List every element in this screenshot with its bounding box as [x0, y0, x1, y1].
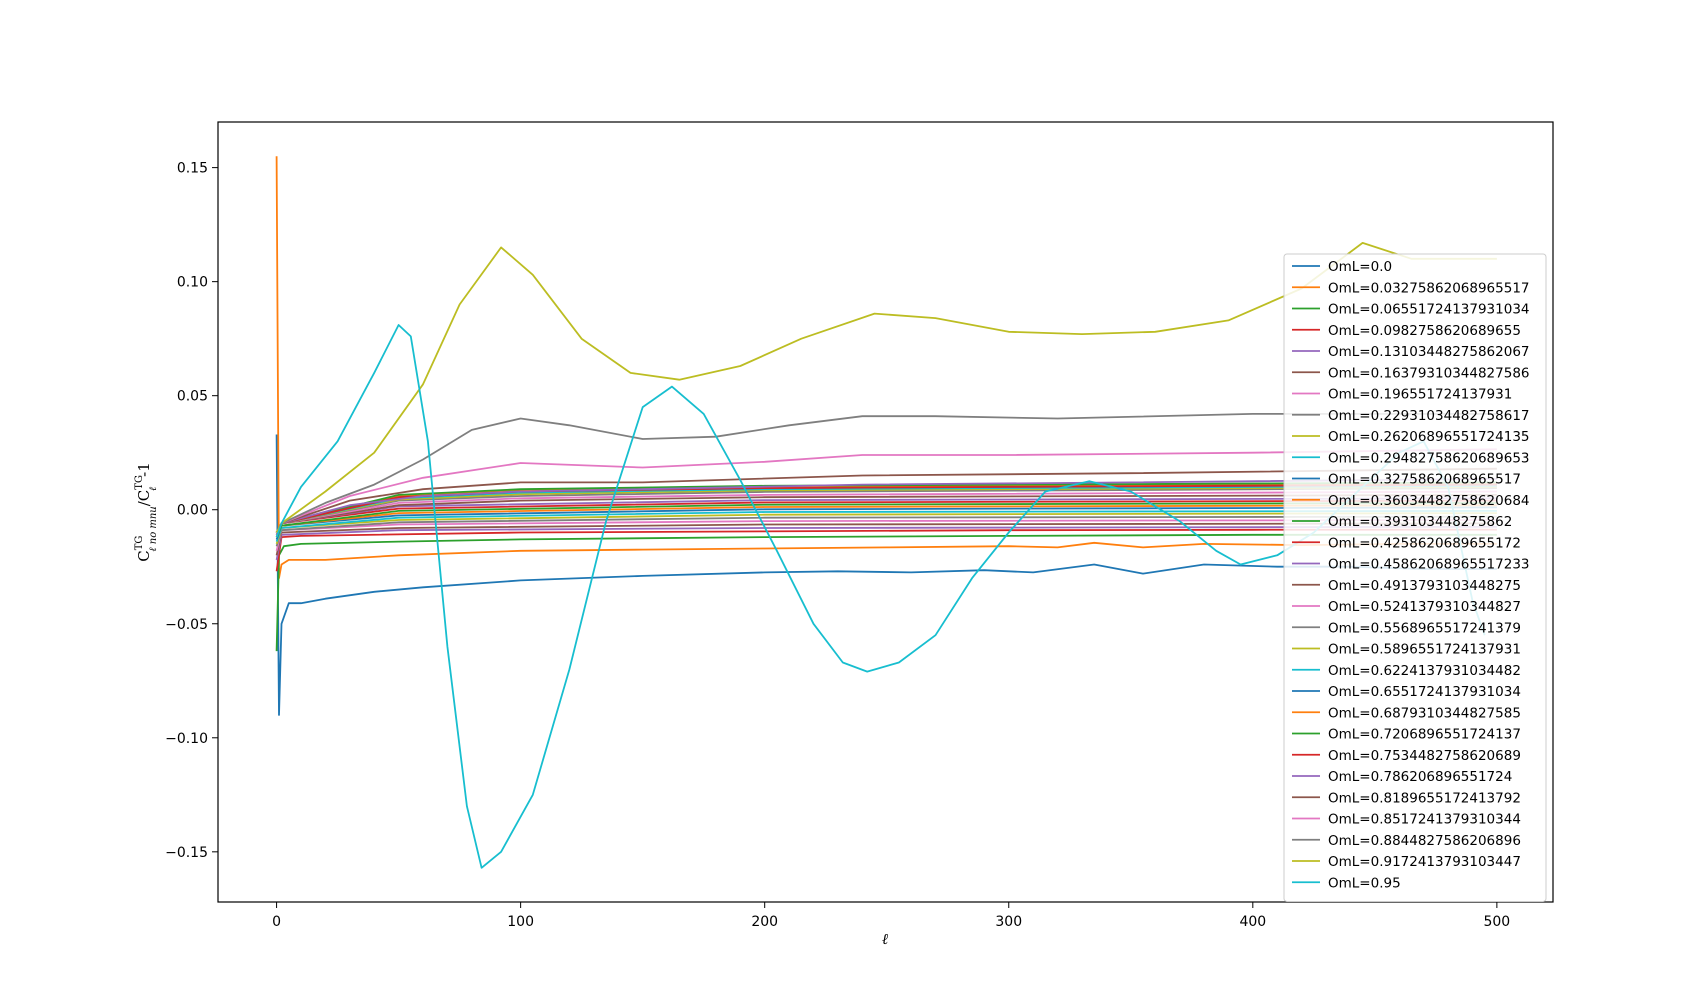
legend-label-21: OmL=0.6879310344827585: [1328, 705, 1521, 721]
legend-label-14: OmL=0.45862068965517233: [1328, 557, 1530, 573]
x-tick-label-5: 500: [1483, 914, 1510, 930]
y-label-sub1: ℓ no mnu: [148, 506, 159, 551]
legend-label-11: OmL=0.36034482758620684: [1328, 493, 1530, 509]
legend-label-15: OmL=0.4913793103448275: [1328, 578, 1521, 594]
legend-label-22: OmL=0.7206896551724137: [1328, 727, 1521, 743]
y-tick-label-5: 0.10: [177, 275, 208, 291]
x-axis-ticks: 0 100 200 300 400 500: [272, 902, 1510, 930]
legend-label-18: OmL=0.5896551724137931: [1328, 642, 1521, 658]
series-line-2: [275, 533, 1497, 652]
series-layer: [275, 156, 1497, 869]
legend-label-4: OmL=0.13103448275862067: [1328, 344, 1530, 360]
x-tick-label-4: 400: [1239, 914, 1266, 930]
y-tick-label-2: −0.05: [165, 617, 208, 633]
legend-label-0: OmL=0.0: [1328, 259, 1392, 275]
legend-label-17: OmL=0.5568965517241379: [1328, 620, 1521, 636]
legend-box: [1283, 253, 1547, 902]
legend-label-28: OmL=0.9172413793103447: [1328, 854, 1521, 870]
plot-frame: [217, 121, 1554, 903]
y-label-main: C: [135, 550, 153, 561]
y-label-sub2: ℓ: [148, 487, 159, 491]
x-tick-label-2: 200: [751, 914, 778, 930]
legend-label-7: OmL=0.22931034482758617: [1328, 408, 1530, 424]
legend-label-26: OmL=0.8517241379310344: [1328, 812, 1521, 828]
legend-label-9: OmL=0.29482758620689653: [1328, 450, 1530, 466]
series-line-26: [275, 448, 1497, 533]
y-tick-label-1: −0.10: [165, 731, 208, 747]
series-line-0: [275, 434, 1497, 716]
legend: OmL=0.0 OmL=0.03275862068965517 OmL=0.0655…: [1283, 253, 1547, 902]
legend-label-16: OmL=0.5241379310344827: [1328, 599, 1521, 615]
y-tick-label-6: 0.15: [177, 161, 208, 177]
legend-label-13: OmL=0.4258620689655172: [1328, 535, 1521, 551]
legend-label-10: OmL=0.3275862068965517: [1328, 472, 1521, 488]
legend-label-3: OmL=0.0982758620689655: [1328, 323, 1521, 339]
x-axis-label: ℓ: [882, 930, 888, 948]
y-tick-label-3: 0.00: [177, 503, 208, 519]
x-tick-label-3: 300: [995, 914, 1022, 930]
legend-label-20: OmL=0.6551724137931034: [1328, 684, 1521, 700]
legend-label-5: OmL=0.16379310344827586: [1328, 365, 1530, 381]
series-line-27: [275, 413, 1497, 533]
legend-label-24: OmL=0.786206896551724: [1328, 769, 1512, 785]
legend-label-23: OmL=0.7534482758620689: [1328, 748, 1521, 764]
series-line-25: [275, 467, 1497, 533]
y-axis-label: CTG ℓ no mnu/CTG ℓ-1: [134, 462, 159, 562]
legend-label-2: OmL=0.06551724137931034: [1328, 302, 1530, 318]
legend-label-27: OmL=0.8844827586206896: [1328, 833, 1521, 849]
series-line-28: [275, 242, 1497, 533]
legend-label-8: OmL=0.26206896551724135: [1328, 429, 1530, 445]
y-label-sup1: TG: [134, 536, 145, 551]
y-tick-label-4: 0.05: [177, 389, 208, 405]
x-tick-label-1: 100: [507, 914, 534, 930]
series-line-24: [275, 478, 1497, 533]
y-axis-ticks: −0.15 −0.10 −0.05 0.00 0.05 0.10 0.15: [165, 161, 218, 861]
y-label-tail: -1: [135, 462, 153, 477]
legend-label-12: OmL=0.393103448275862: [1328, 514, 1512, 530]
legend-label-29: OmL=0.95: [1328, 875, 1401, 891]
legend-label-1: OmL=0.03275862068965517: [1328, 280, 1530, 296]
y-label-sup2: TG: [134, 475, 145, 490]
legend-label-6: OmL=0.196551724137931: [1328, 387, 1512, 403]
y-tick-label-0: −0.15: [165, 845, 208, 861]
series-line-1: [275, 156, 1497, 579]
legend-label-19: OmL=0.6224137931034482: [1328, 663, 1521, 679]
legend-label-25: OmL=0.8189655172413792: [1328, 790, 1521, 806]
y-label-slash: /C: [135, 490, 153, 507]
series-line-3: [275, 528, 1497, 572]
x-tick-label-0: 0: [272, 914, 281, 930]
